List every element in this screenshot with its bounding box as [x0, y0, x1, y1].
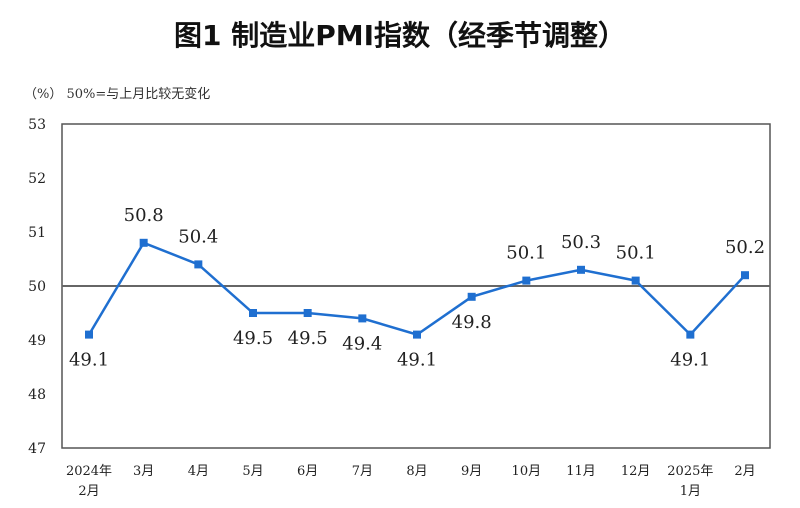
x-tick-label: 9月 — [461, 464, 482, 479]
data-label: 49.5 — [233, 328, 273, 349]
x-tick-label: 8月 — [406, 464, 427, 479]
x-tick-label: 2月 — [78, 484, 99, 499]
data-label: 50.2 — [725, 237, 765, 258]
x-tick-label: 4月 — [188, 464, 209, 479]
y-tick-label: 51 — [28, 225, 46, 241]
y-tick-label: 47 — [28, 441, 46, 457]
y-tick-label: 49 — [28, 333, 46, 349]
x-tick-label: 11月 — [566, 464, 596, 479]
y-tick-label: 52 — [28, 171, 46, 187]
data-label: 49.1 — [670, 350, 710, 371]
data-label: 50.1 — [616, 243, 656, 264]
data-point — [577, 265, 585, 274]
y-tick-label: 53 — [28, 117, 46, 133]
x-tick-label: 1月 — [680, 484, 701, 499]
data-point — [249, 309, 257, 317]
x-tick-label: 7月 — [352, 464, 373, 479]
data-point — [85, 330, 93, 339]
data-label: 50.4 — [178, 226, 218, 247]
data-point — [194, 260, 203, 269]
unit-note: （%） 50%=与上月比较无变化 — [24, 87, 211, 102]
x-tick-label: 6月 — [297, 464, 318, 479]
data-label: 49.5 — [288, 328, 328, 349]
data-point — [467, 292, 476, 301]
x-tick-label: 2月 — [734, 464, 755, 479]
x-tick-label: 2024年 — [66, 464, 112, 479]
x-tick-label: 12月 — [621, 464, 651, 479]
x-tick-label: 3月 — [133, 464, 154, 479]
data-label: 50.3 — [561, 232, 601, 253]
chart-title: 图1 制造业PMI指数（经季节调整） — [173, 19, 627, 52]
data-point — [741, 271, 749, 280]
data-point — [522, 276, 531, 285]
data-label: 49.4 — [342, 333, 382, 354]
data-label: 49.1 — [69, 350, 109, 371]
data-label: 49.1 — [397, 350, 437, 371]
y-tick-label: 50 — [28, 279, 46, 295]
data-point — [413, 330, 421, 339]
data-point — [139, 238, 148, 247]
y-tick-label: 48 — [28, 387, 46, 403]
x-tick-label: 5月 — [242, 464, 263, 479]
data-label: 50.8 — [124, 205, 164, 226]
data-point — [686, 330, 695, 339]
data-point — [358, 314, 367, 323]
data-label: 49.8 — [452, 312, 492, 333]
data-label: 50.1 — [506, 243, 546, 264]
data-point — [631, 276, 640, 285]
x-tick-label: 10月 — [512, 464, 542, 479]
x-tick-label: 2025年 — [667, 464, 713, 479]
data-point — [303, 309, 312, 317]
